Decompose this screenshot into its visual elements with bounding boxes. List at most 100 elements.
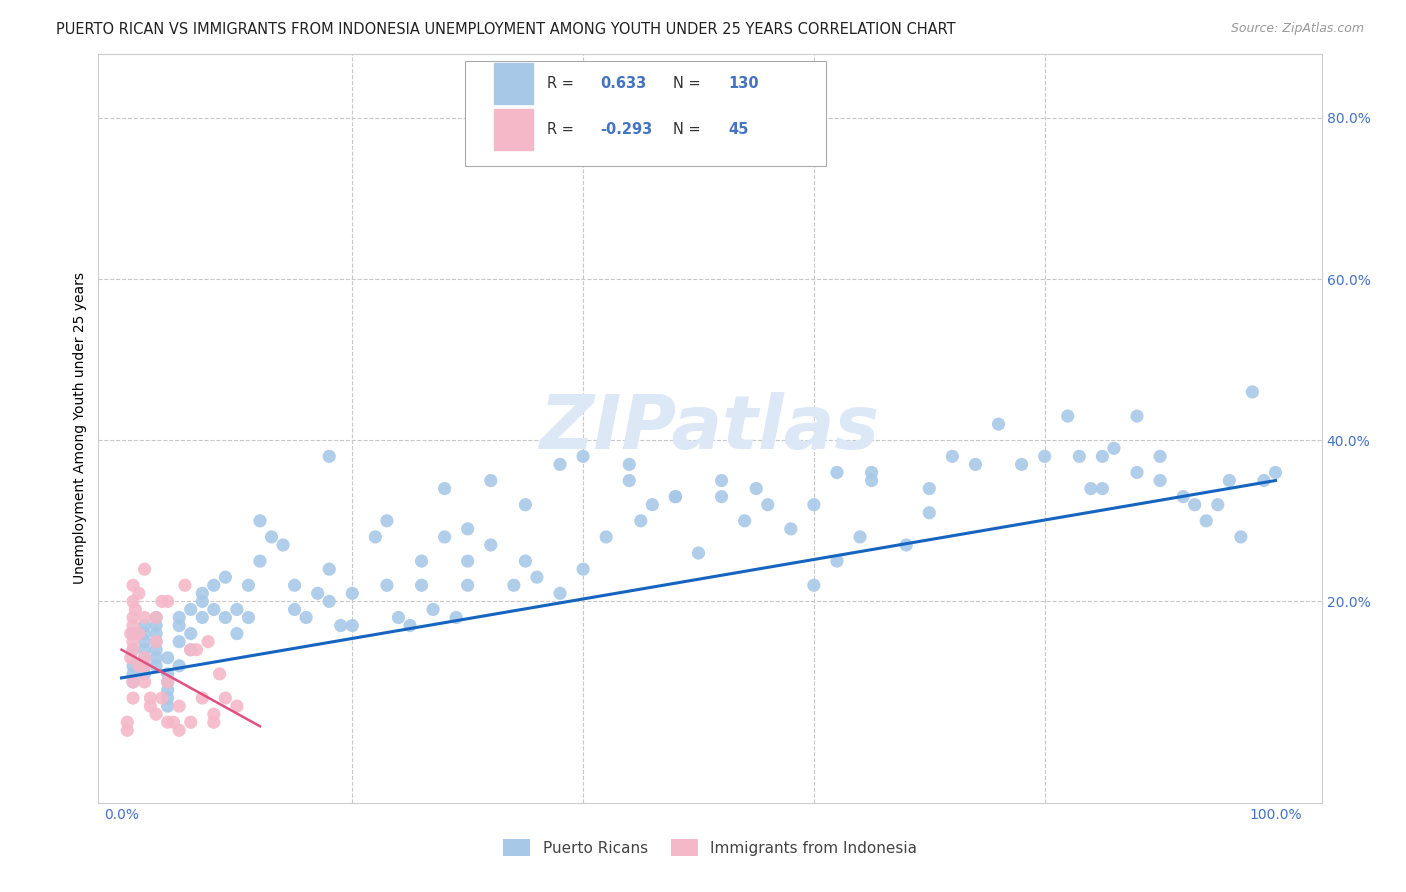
Point bbox=[342, 618, 364, 632]
Text: 0.633: 0.633 bbox=[600, 76, 647, 91]
Point bbox=[307, 586, 329, 600]
Point bbox=[860, 474, 883, 488]
Point bbox=[167, 723, 190, 738]
Point bbox=[342, 586, 364, 600]
Point bbox=[150, 594, 173, 608]
Point bbox=[122, 658, 145, 673]
Point bbox=[162, 715, 184, 730]
Point bbox=[139, 699, 162, 714]
Point bbox=[918, 506, 941, 520]
Point bbox=[411, 578, 433, 592]
Point bbox=[619, 474, 641, 488]
Point bbox=[572, 450, 595, 464]
Point bbox=[156, 666, 179, 681]
Point bbox=[122, 626, 145, 640]
Point bbox=[1126, 466, 1149, 480]
Point bbox=[139, 691, 162, 706]
Point bbox=[134, 658, 156, 673]
Point bbox=[191, 594, 214, 608]
Point bbox=[122, 610, 145, 624]
Point bbox=[1149, 474, 1171, 488]
Point bbox=[122, 618, 145, 632]
Point bbox=[284, 578, 307, 592]
Point bbox=[122, 666, 145, 681]
Point bbox=[122, 675, 145, 690]
Point bbox=[399, 618, 422, 632]
Point bbox=[191, 610, 214, 624]
FancyBboxPatch shape bbox=[465, 61, 827, 166]
Point bbox=[515, 498, 537, 512]
Point bbox=[803, 578, 825, 592]
Point bbox=[825, 466, 848, 480]
Point bbox=[120, 626, 142, 640]
Point bbox=[756, 498, 779, 512]
Point bbox=[145, 642, 167, 657]
Point bbox=[1102, 442, 1125, 456]
Point bbox=[202, 602, 225, 616]
Point bbox=[295, 610, 318, 624]
Point bbox=[849, 530, 872, 544]
Point bbox=[1195, 514, 1218, 528]
Point bbox=[271, 538, 294, 552]
Point bbox=[180, 626, 202, 640]
Point bbox=[122, 594, 145, 608]
Point bbox=[197, 634, 219, 648]
Point bbox=[411, 554, 433, 568]
Point bbox=[134, 610, 156, 624]
Text: 130: 130 bbox=[728, 76, 759, 91]
Point bbox=[156, 683, 179, 698]
Point bbox=[364, 530, 387, 544]
Point bbox=[860, 466, 883, 480]
Point bbox=[225, 602, 247, 616]
Point bbox=[318, 562, 340, 576]
Point bbox=[174, 578, 197, 592]
Point bbox=[260, 530, 283, 544]
Text: R =: R = bbox=[547, 122, 579, 137]
Point bbox=[117, 715, 139, 730]
Point bbox=[145, 610, 167, 624]
Point bbox=[1069, 450, 1091, 464]
Point bbox=[965, 458, 987, 472]
Point bbox=[238, 610, 260, 624]
Point bbox=[641, 498, 664, 512]
Point bbox=[664, 490, 686, 504]
Point bbox=[156, 675, 179, 690]
Point bbox=[225, 699, 247, 714]
Point bbox=[918, 482, 941, 496]
Point bbox=[214, 610, 236, 624]
Point bbox=[145, 707, 167, 722]
Point bbox=[134, 634, 156, 648]
Text: N =: N = bbox=[673, 122, 706, 137]
Point bbox=[117, 723, 139, 738]
Point bbox=[156, 715, 179, 730]
Point bbox=[284, 602, 307, 616]
Text: R =: R = bbox=[547, 76, 579, 91]
Point bbox=[122, 691, 145, 706]
Point bbox=[249, 554, 271, 568]
Point bbox=[191, 586, 214, 600]
Point bbox=[479, 474, 502, 488]
Point bbox=[479, 538, 502, 552]
Point bbox=[1033, 450, 1056, 464]
Point bbox=[214, 570, 236, 584]
Point bbox=[422, 602, 444, 616]
Legend: Puerto Ricans, Immigrants from Indonesia: Puerto Ricans, Immigrants from Indonesia bbox=[496, 833, 924, 863]
Point bbox=[664, 490, 686, 504]
Point bbox=[134, 675, 156, 690]
Point bbox=[202, 707, 225, 722]
Point bbox=[134, 650, 156, 665]
Point bbox=[548, 586, 571, 600]
Point bbox=[1206, 498, 1229, 512]
Point bbox=[134, 562, 156, 576]
Point bbox=[1241, 384, 1264, 399]
Point bbox=[1264, 466, 1286, 480]
Point bbox=[167, 658, 190, 673]
Point bbox=[1184, 498, 1206, 512]
Point bbox=[180, 642, 202, 657]
Point bbox=[202, 578, 225, 592]
Point bbox=[779, 522, 801, 536]
Point bbox=[457, 578, 479, 592]
Point bbox=[502, 578, 524, 592]
Point bbox=[180, 715, 202, 730]
Point bbox=[710, 490, 733, 504]
